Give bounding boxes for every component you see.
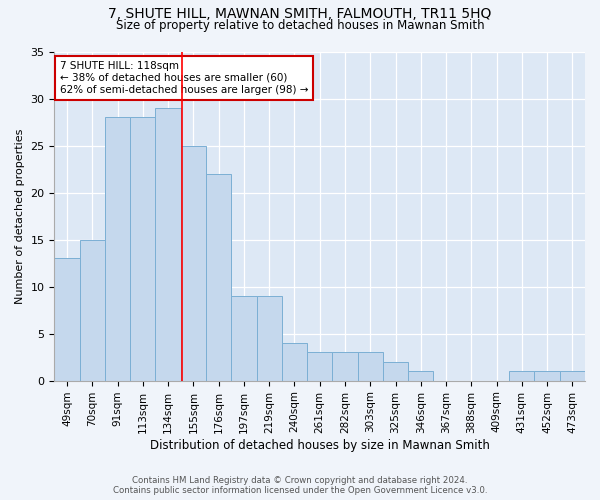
Bar <box>105 118 130 380</box>
Text: Contains HM Land Registry data © Crown copyright and database right 2024.
Contai: Contains HM Land Registry data © Crown c… <box>113 476 487 495</box>
Bar <box>181 146 206 380</box>
Bar <box>383 362 408 380</box>
Bar <box>307 352 332 380</box>
Bar <box>206 174 231 380</box>
Bar <box>55 258 80 380</box>
Text: Size of property relative to detached houses in Mawnan Smith: Size of property relative to detached ho… <box>116 18 484 32</box>
Bar <box>80 240 105 380</box>
Bar <box>257 296 282 380</box>
Bar <box>130 118 155 380</box>
Bar <box>282 343 307 380</box>
Bar <box>509 372 535 380</box>
Bar <box>332 352 358 380</box>
Text: 7, SHUTE HILL, MAWNAN SMITH, FALMOUTH, TR11 5HQ: 7, SHUTE HILL, MAWNAN SMITH, FALMOUTH, T… <box>109 8 491 22</box>
Text: 7 SHUTE HILL: 118sqm
← 38% of detached houses are smaller (60)
62% of semi-detac: 7 SHUTE HILL: 118sqm ← 38% of detached h… <box>60 62 308 94</box>
Bar <box>155 108 181 380</box>
Y-axis label: Number of detached properties: Number of detached properties <box>15 128 25 304</box>
Bar <box>358 352 383 380</box>
Bar <box>408 372 433 380</box>
Bar <box>560 372 585 380</box>
Bar <box>535 372 560 380</box>
Bar <box>231 296 257 380</box>
X-axis label: Distribution of detached houses by size in Mawnan Smith: Distribution of detached houses by size … <box>150 440 490 452</box>
